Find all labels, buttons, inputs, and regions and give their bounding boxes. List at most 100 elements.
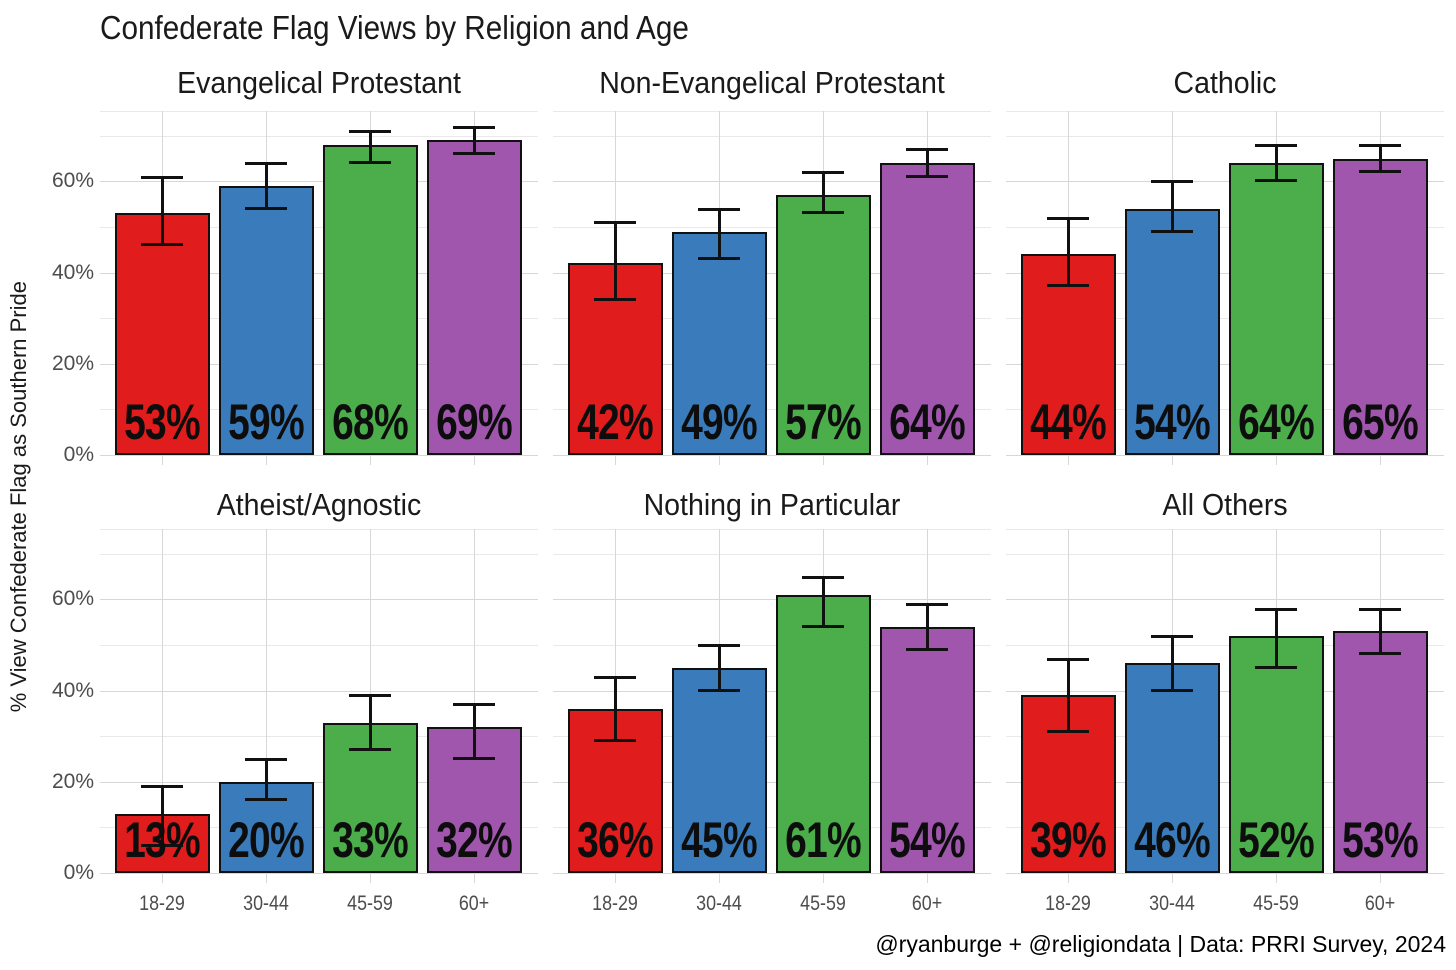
x-tick-label-30-44: 30-44 <box>696 892 742 915</box>
gridline-y-minor <box>1006 736 1444 738</box>
gridline-y-minor <box>1006 553 1444 555</box>
error-bar-stem <box>160 786 164 846</box>
gridline-y-major <box>553 781 991 783</box>
bar-45-59 <box>1228 163 1324 455</box>
bar-value-label: 59% <box>228 394 305 450</box>
bar-value-label: 36% <box>577 812 654 868</box>
x-tick-label-60: 60+ <box>458 892 490 915</box>
error-bar-cap-top <box>1151 634 1193 638</box>
bar-30-44 <box>671 231 767 455</box>
gridline-y-major <box>553 272 991 274</box>
gridline-y-minor <box>1006 827 1444 829</box>
error-bar-cap-bottom <box>1151 229 1193 233</box>
gridline-y-minor <box>1006 135 1444 137</box>
y-tick-label: 40% <box>51 260 94 284</box>
bar-value-label: 13% <box>124 812 201 868</box>
error-bar-stem <box>1378 144 1382 173</box>
x-tick-label-60: 60+ <box>911 892 943 915</box>
bar-value-label: 44% <box>1030 394 1107 450</box>
error-bar-stem <box>717 645 721 691</box>
gridline-panel-top <box>1006 529 1444 530</box>
gridline-y-major <box>553 873 991 874</box>
error-bar-stem <box>472 126 476 155</box>
error-bar-stem <box>1170 635 1174 691</box>
error-bar-stem <box>613 222 617 300</box>
error-bar-cap-bottom <box>698 256 740 260</box>
gridline-y-major <box>100 873 538 874</box>
y-tick-label: 60% <box>51 169 94 193</box>
x-tick-label-45-59: 45-59 <box>347 892 393 915</box>
error-bar-cap-top <box>453 703 495 707</box>
gridline-y-major <box>100 181 538 183</box>
error-bar-stem <box>821 172 825 214</box>
error-bar-cap-bottom <box>453 152 495 156</box>
bar-value-label: 53% <box>1342 812 1419 868</box>
bar-value-label: 65% <box>1342 394 1419 450</box>
gridline-y-major <box>1006 455 1444 456</box>
error-bar-stem <box>1378 608 1382 655</box>
facet-panel-atheist-agnostic: 13% 20% 33% 32% <box>100 529 538 883</box>
error-bar-cap-bottom <box>1255 179 1297 183</box>
error-bar-cap-top <box>453 125 495 129</box>
error-bar-stem <box>1274 144 1278 182</box>
bar-value-label: 45% <box>681 812 758 868</box>
gridline-y-major <box>1006 690 1444 692</box>
gridline-x-major <box>161 529 163 883</box>
gridline-y-major <box>553 599 991 601</box>
gridline-y-minor <box>100 227 538 228</box>
gridline-y-minor <box>553 135 991 137</box>
bar-value-label: 69% <box>436 394 513 450</box>
gridline-y-minor <box>553 318 991 320</box>
error-bar-stem <box>1274 608 1278 668</box>
gridline-y-major <box>1006 272 1444 274</box>
y-axis-title-text: % View Confederate Flag as Southern Prid… <box>6 281 31 713</box>
error-bar-cap-bottom <box>245 798 287 802</box>
facet-panel-catholic: 44% 54% 64% 65% <box>1006 111 1444 465</box>
bar-value-label: 42% <box>577 394 654 450</box>
y-tick-label: 0% <box>63 861 94 884</box>
credit-line: @ryanburge + @religiondata | Data: PRRI … <box>875 931 1446 957</box>
error-bar-cap-top <box>1151 180 1193 184</box>
bar-value-label: 46% <box>1134 812 1211 868</box>
error-bar-cap-top <box>906 602 948 606</box>
bar-60+ <box>1332 631 1428 873</box>
error-bar-cap-bottom <box>1359 170 1401 174</box>
bar-value-label: 20% <box>228 812 305 868</box>
error-bar-cap-bottom <box>906 647 948 651</box>
error-bar-cap-top <box>1255 607 1297 611</box>
x-tick-label-30-44: 30-44 <box>243 892 289 915</box>
gridline-y-minor <box>1006 318 1444 320</box>
bar-60+ <box>879 163 975 455</box>
chart-title: Confederate Flag Views by Religion and A… <box>100 9 689 46</box>
error-bar-stem <box>1066 658 1070 732</box>
facet-title-evangelical-protestant: Evangelical Protestant <box>177 65 461 100</box>
facet-title-atheist-agnostic: Atheist/Agnostic <box>216 487 422 522</box>
gridline-y-minor <box>553 736 991 738</box>
gridline-panel-top <box>100 111 538 112</box>
bar-value-label: 52% <box>1238 812 1315 868</box>
error-bar-stem <box>472 704 476 759</box>
bar-45-59 <box>775 195 871 455</box>
error-bar-cap-bottom <box>141 843 183 847</box>
error-bar-cap-bottom <box>349 161 391 165</box>
gridline-y-major <box>1006 599 1444 601</box>
error-bar-cap-bottom <box>594 297 636 301</box>
error-bar-cap-bottom <box>802 211 844 215</box>
error-bar-cap-top <box>1359 607 1401 611</box>
error-bar-cap-bottom <box>453 757 495 760</box>
facet-panel-evangelical-protestant: 53% 59% 68% 69% <box>100 111 538 465</box>
bar-value-label: 32% <box>436 812 513 868</box>
bar-45-59 <box>322 144 418 455</box>
error-bar-stem <box>925 603 929 650</box>
error-bar-stem <box>1170 181 1174 232</box>
error-bar-stem <box>821 576 825 627</box>
error-bar-stem <box>925 149 929 177</box>
gridline-y-major <box>553 455 991 456</box>
gridline-y-minor <box>100 409 538 411</box>
gridline-y-minor <box>553 827 991 829</box>
error-bar-cap-top <box>906 148 948 152</box>
bar-30-44 <box>1124 208 1220 455</box>
bar-value-label: 54% <box>889 812 966 868</box>
error-bar-cap-bottom <box>802 624 844 628</box>
error-bar-cap-bottom <box>245 206 287 210</box>
